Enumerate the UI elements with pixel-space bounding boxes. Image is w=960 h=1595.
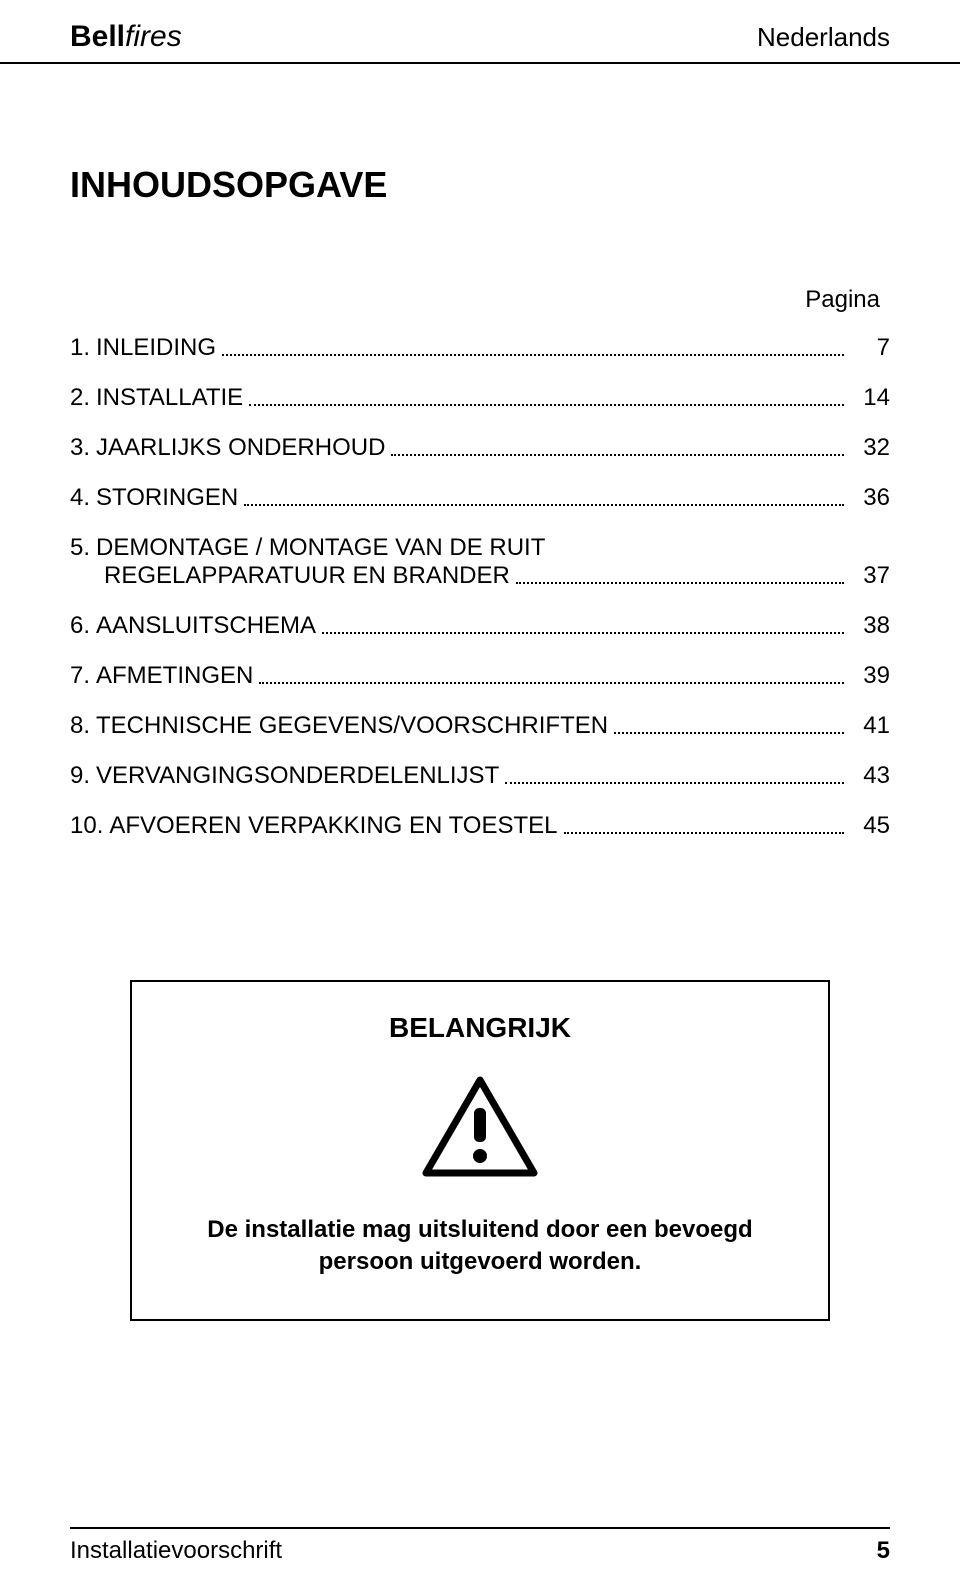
toc-number: 4. [70, 484, 90, 512]
notice-text: De installatie mag uitsluitend door een … [172, 1214, 788, 1279]
toc-row: 7. AFMETINGEN 39 [70, 662, 890, 690]
toc-label: INSTALLATIE [96, 384, 243, 412]
toc-row: 10. AFVOEREN VERPAKKING EN TOESTEL 45 [70, 812, 890, 840]
toc-row: 5. DEMONTAGE / MONTAGE VAN DE RUIT REGEL… [70, 534, 890, 590]
toc-number: 8. [70, 712, 90, 740]
toc-number: 7. [70, 662, 90, 690]
toc-label: AFVOEREN VERPAKKING EN TOESTEL [109, 812, 557, 840]
notice-text-line: persoon uitgevoerd worden. [319, 1248, 642, 1275]
notice-title: BELANGRIJK [172, 1012, 788, 1044]
important-notice-box: BELANGRIJK De installatie mag uitsluiten… [130, 980, 830, 1321]
brand-italic: fires [125, 20, 182, 53]
footer-page-number: 5 [877, 1537, 890, 1565]
toc-page: 36 [850, 484, 890, 512]
toc-number: 9. [70, 762, 90, 790]
toc-number: 6. [70, 612, 90, 640]
toc-label: STORINGEN [96, 484, 238, 512]
brand-logo: Bellfires [70, 20, 182, 54]
toc-label: VERVANGINGSONDERDELENLIJST [96, 762, 499, 790]
toc-label: INLEIDING [96, 334, 216, 362]
toc-page: 39 [850, 662, 890, 690]
content-area: INHOUDSOPGAVE Pagina 1. INLEIDING 7 2. I… [0, 164, 960, 1321]
pagina-heading: Pagina [70, 286, 890, 314]
toc-number: 10. [70, 812, 103, 840]
toc-row: 1. INLEIDING 7 [70, 334, 890, 362]
toc-label: DEMONTAGE / MONTAGE VAN DE RUIT [96, 534, 545, 562]
page-header: Bellfires Nederlands [0, 0, 960, 64]
toc-page: 7 [850, 334, 890, 362]
toc-leader-dots [564, 832, 845, 834]
toc-row: 2. INSTALLATIE 14 [70, 384, 890, 412]
page: Bellfires Nederlands INHOUDSOPGAVE Pagin… [0, 0, 960, 1595]
toc-leader-dots [322, 632, 844, 634]
toc-page: 38 [850, 612, 890, 640]
toc-page: 43 [850, 762, 890, 790]
toc-row: 6. AANSLUITSCHEMA 38 [70, 612, 890, 640]
brand-bold: Bell [70, 20, 125, 53]
toc-leader-dots [614, 732, 844, 734]
toc-label: JAARLIJKS ONDERHOUD [96, 434, 385, 462]
toc-number: 3. [70, 434, 90, 462]
toc-row: 4. STORINGEN 36 [70, 484, 890, 512]
toc-leader-dots [222, 354, 844, 356]
page-title: INHOUDSOPGAVE [70, 164, 890, 206]
toc-leader-dots [259, 682, 844, 684]
warning-icon [172, 1074, 788, 1184]
toc-row: 9. VERVANGINGSONDERDELENLIJST 43 [70, 762, 890, 790]
toc-label: REGELAPPARATUUR EN BRANDER [104, 562, 510, 590]
toc-number: 1. [70, 334, 90, 362]
toc-page: 32 [850, 434, 890, 462]
toc-leader-dots [244, 504, 844, 506]
notice-text-line: De installatie mag uitsluitend door een … [207, 1216, 752, 1243]
toc-leader-dots [505, 782, 844, 784]
toc-page: 14 [850, 384, 890, 412]
toc-leader-dots [516, 582, 844, 584]
toc-number: 2. [70, 384, 90, 412]
footer-left: Installatievoorschrift [70, 1537, 282, 1565]
toc-number: 5. [70, 534, 90, 562]
toc-label: AFMETINGEN [96, 662, 253, 690]
toc-label: AANSLUITSCHEMA [96, 612, 316, 640]
page-footer: Installatievoorschrift 5 [70, 1527, 890, 1565]
toc-row: 8. TECHNISCHE GEGEVENS/VOORSCHRIFTEN 41 [70, 712, 890, 740]
toc-leader-dots [249, 404, 844, 406]
table-of-contents: 1. INLEIDING 7 2. INSTALLATIE 14 3. JAAR… [70, 334, 890, 840]
toc-leader-dots [391, 454, 844, 456]
toc-page: 41 [850, 712, 890, 740]
toc-page: 37 [850, 562, 890, 590]
toc-row: 3. JAARLIJKS ONDERHOUD 32 [70, 434, 890, 462]
language-label: Nederlands [757, 22, 890, 53]
toc-page: 45 [850, 812, 890, 840]
toc-label: TECHNISCHE GEGEVENS/VOORSCHRIFTEN [96, 712, 608, 740]
